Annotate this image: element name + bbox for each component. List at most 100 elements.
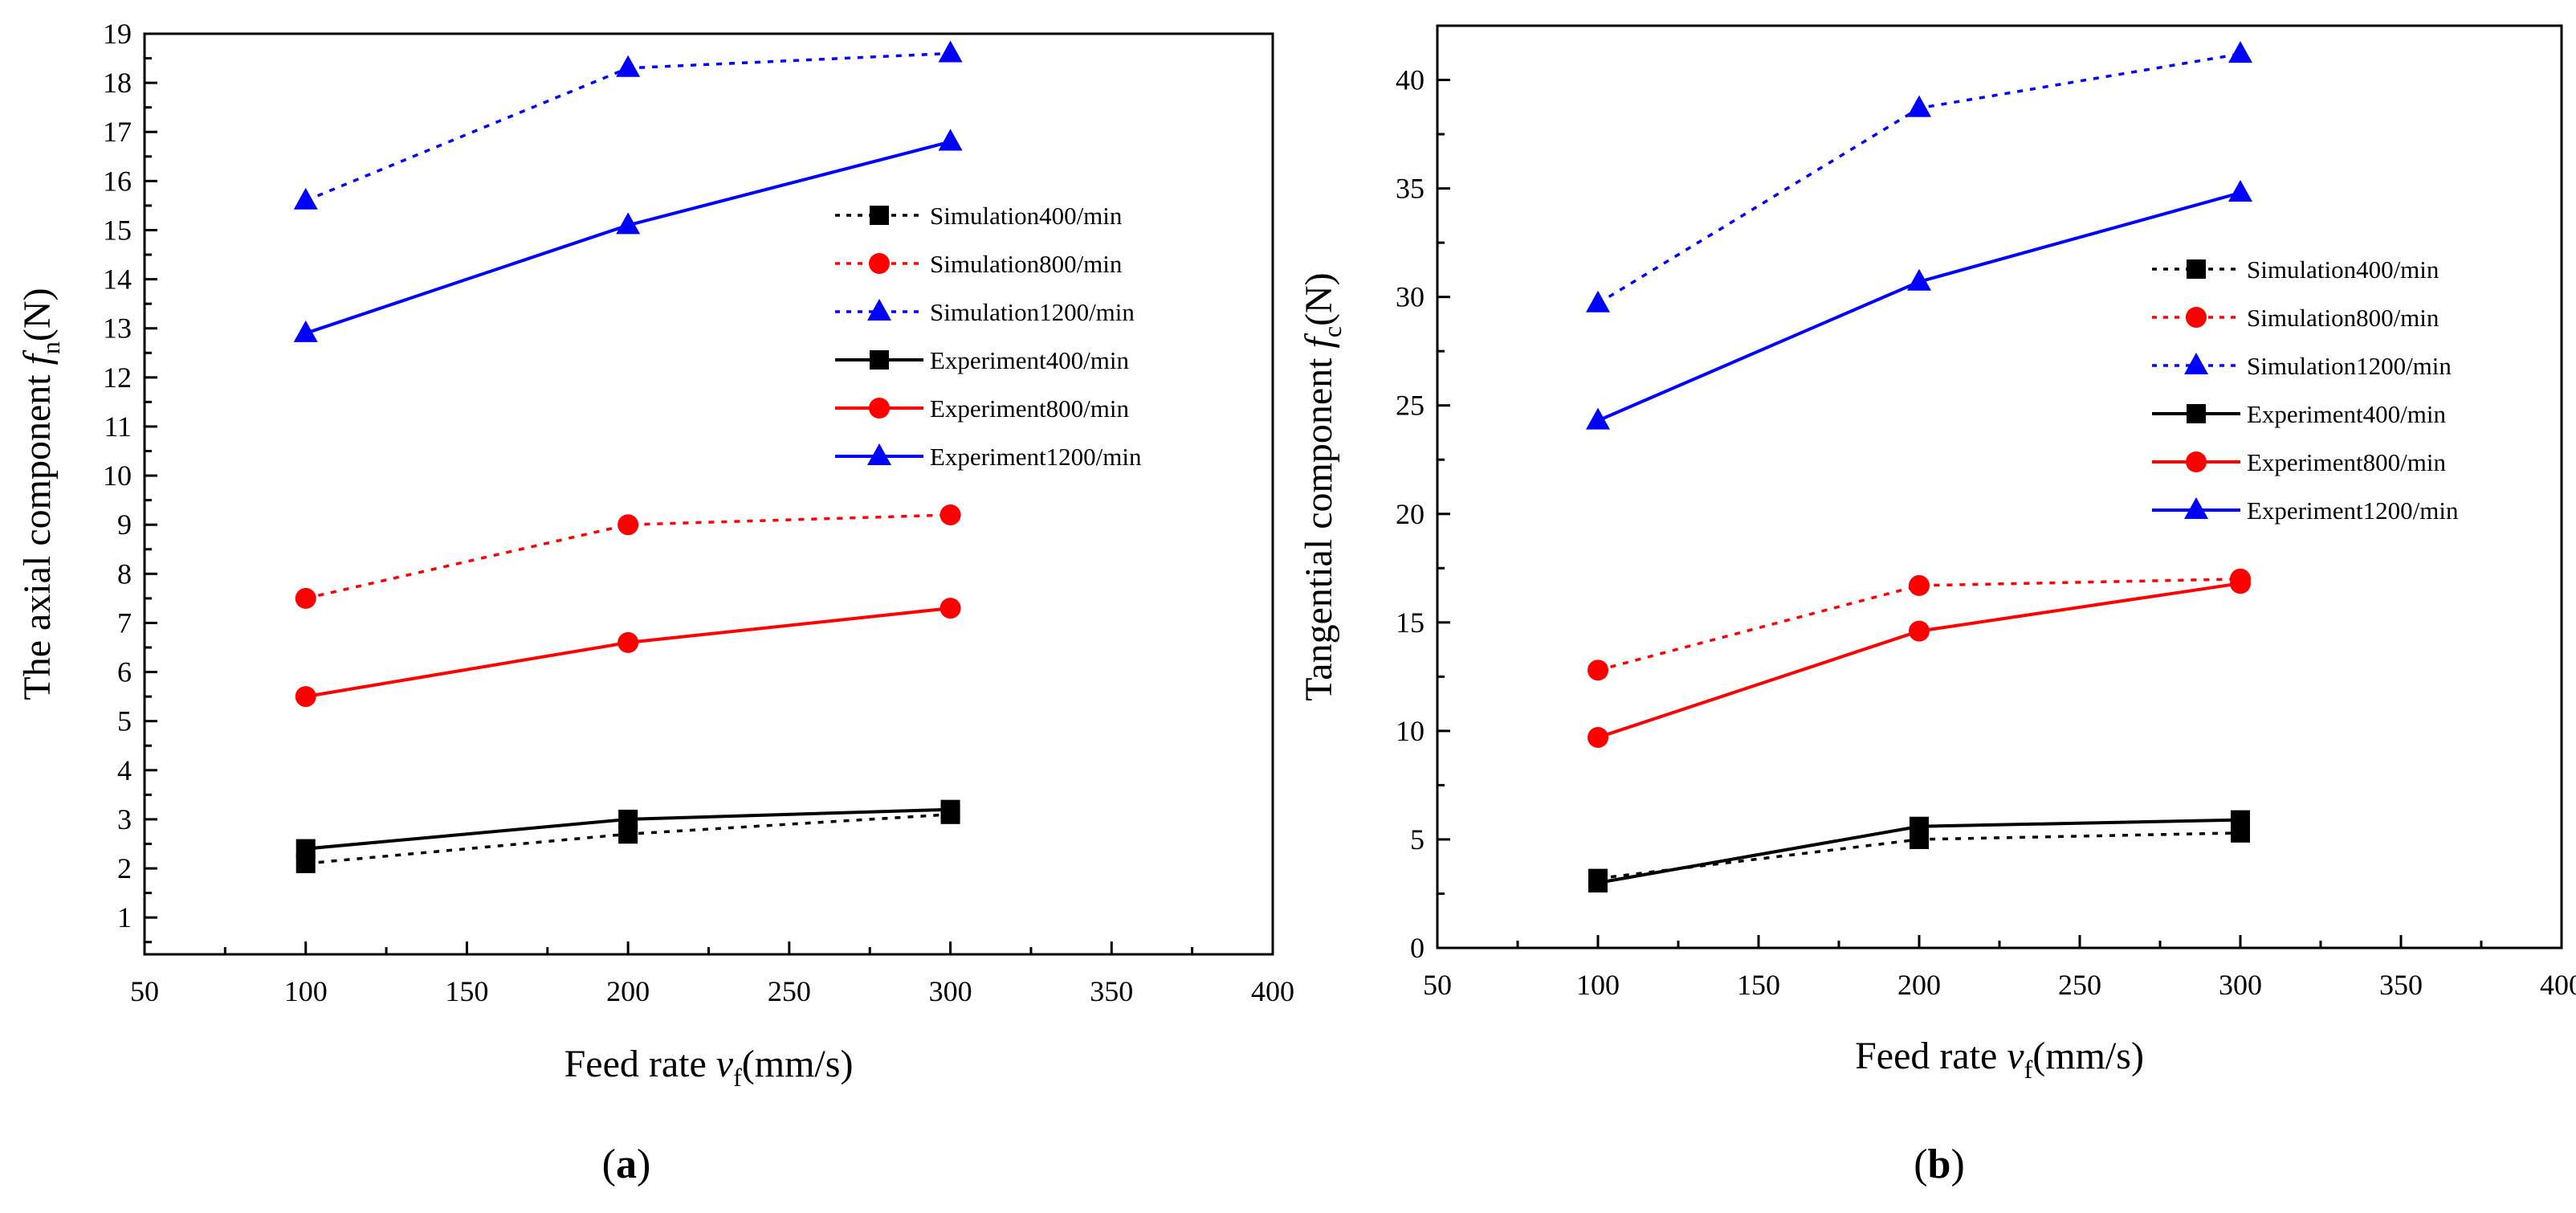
series-line bbox=[1597, 191, 2241, 423]
x-tick-label: 100 bbox=[284, 975, 328, 1007]
y-tick-label: 0 bbox=[1410, 932, 1425, 964]
y-axis-title: Tangential component fc(N) bbox=[1298, 272, 1347, 700]
y-tick-label: 2 bbox=[117, 852, 132, 884]
series-Simulation1200/min bbox=[293, 40, 963, 210]
x-axis-title: Feed rate vf(mm/s) bbox=[1855, 1035, 2144, 1084]
x-axis-title: Feed rate vf(mm/s) bbox=[565, 1043, 854, 1092]
legend-label: Experiment400/min bbox=[930, 346, 1129, 374]
legend-label: Simulation800/min bbox=[2247, 304, 2439, 332]
legend-marker bbox=[2186, 307, 2207, 328]
legend-label: Simulation400/min bbox=[930, 202, 1123, 230]
y-tick-label: 5 bbox=[117, 705, 132, 737]
panel-label-open-paren: ( bbox=[1914, 1142, 1927, 1187]
legend: Simulation400/min Simulation800/min Simula… bbox=[2152, 255, 2459, 525]
x-axis-title-suffix: (mm/s) bbox=[2032, 1035, 2144, 1077]
x-axis-title-sub: f bbox=[733, 1063, 742, 1092]
x-tick-label: 200 bbox=[1897, 969, 1941, 1001]
y-tick-label: 25 bbox=[1396, 390, 1425, 422]
x-tick-label: 300 bbox=[2219, 969, 2262, 1001]
legend-marker bbox=[869, 398, 890, 419]
panel-label-open-paren: ( bbox=[602, 1142, 616, 1187]
legend-marker bbox=[2186, 451, 2207, 472]
legend-marker bbox=[869, 253, 890, 274]
y-axis-title-suffix: (N) bbox=[16, 288, 59, 341]
data-point bbox=[293, 187, 318, 210]
y-tick-label: 40 bbox=[1396, 64, 1425, 96]
series-Experiment800/min bbox=[295, 598, 961, 708]
y-tick-label: 3 bbox=[117, 803, 132, 835]
series-line bbox=[305, 140, 952, 335]
panel-label-close-paren: ) bbox=[1950, 1142, 1964, 1187]
y-tick-label: 9 bbox=[117, 508, 132, 541]
data-point bbox=[1586, 290, 1610, 312]
series-Experiment400/min bbox=[1588, 810, 2250, 892]
legend-label: Simulation1200/min bbox=[2247, 352, 2452, 380]
legend-label: Simulation800/min bbox=[930, 250, 1123, 278]
y-tick-label: 14 bbox=[103, 263, 132, 296]
data-point bbox=[938, 129, 963, 151]
data-point bbox=[295, 686, 316, 708]
legend-label: Simulation400/min bbox=[2247, 255, 2439, 284]
data-point bbox=[618, 631, 639, 653]
legend-label: Experiment800/min bbox=[2247, 448, 2446, 476]
data-point bbox=[2230, 573, 2251, 594]
x-tick-label: 50 bbox=[130, 975, 159, 1007]
data-point bbox=[618, 514, 639, 536]
x-tick-label: 400 bbox=[1251, 975, 1294, 1007]
panel-label: (b) bbox=[1914, 1142, 1965, 1187]
y-tick-label: 30 bbox=[1396, 281, 1425, 313]
y-axis-title-suffix: (N) bbox=[1298, 272, 1340, 326]
panel-label-letter: b bbox=[1928, 1142, 1951, 1187]
x-axis-title-sub: f bbox=[2024, 1055, 2033, 1084]
x-axis-title-prefix: Feed rate bbox=[565, 1043, 716, 1085]
chart-panel-b: 50 100 150 200 250 300 350 400 0 5 10 15 20 25 30 35 40 F… bbox=[1298, 24, 2576, 1187]
y-tick-label: 10 bbox=[103, 459, 132, 492]
x-tick-label: 300 bbox=[929, 975, 972, 1007]
data-point bbox=[940, 598, 961, 619]
x-axis-title-prefix: Feed rate bbox=[1855, 1035, 2007, 1077]
legend-label: Experiment1200/min bbox=[2247, 496, 2459, 525]
y-tick-label: 10 bbox=[1396, 715, 1425, 747]
series-Experiment400/min bbox=[296, 799, 960, 859]
x-tick-label: 150 bbox=[445, 975, 488, 1007]
plot-frame bbox=[1436, 24, 2563, 950]
panel-label-close-paren: ) bbox=[637, 1142, 650, 1187]
data-point bbox=[1910, 816, 1929, 836]
data-point bbox=[1588, 872, 1608, 892]
x-axis-title-var: v bbox=[2007, 1035, 2024, 1077]
y-axis-title-sub: c bbox=[1318, 326, 1347, 337]
x-tick-label: 200 bbox=[606, 975, 650, 1007]
data-point bbox=[1588, 726, 1608, 748]
y-tick-label: 7 bbox=[117, 606, 132, 639]
data-point bbox=[1907, 268, 1931, 291]
y-axis-title-sub: n bbox=[36, 341, 65, 354]
data-point bbox=[940, 799, 960, 819]
data-point bbox=[616, 55, 641, 77]
data-point bbox=[938, 40, 963, 63]
y-tick-label: 1 bbox=[117, 901, 132, 933]
y-tick-label: 17 bbox=[103, 116, 132, 148]
y-tick-label: 5 bbox=[1410, 823, 1425, 856]
y-tick-label: 12 bbox=[103, 361, 132, 394]
chart-panel-a: 50 100 150 200 250 300 350 40012345678910111213… bbox=[16, 18, 1294, 1187]
y-tick-label: 16 bbox=[103, 165, 132, 197]
data-point bbox=[1586, 407, 1610, 430]
x-tick-label: 250 bbox=[768, 975, 811, 1007]
data-point bbox=[616, 212, 641, 235]
legend: Simulation400/min Simulation800/min Simula… bbox=[835, 202, 1142, 471]
y-axis-title-prefix: The axial component bbox=[16, 365, 59, 700]
data-point bbox=[2228, 179, 2252, 202]
data-point bbox=[940, 504, 961, 525]
y-axis-title-prefix: Tangential component bbox=[1298, 349, 1340, 701]
y-tick-label: 15 bbox=[103, 214, 132, 246]
x-tick-label: 350 bbox=[2379, 969, 2423, 1001]
series-Experiment1200/min bbox=[293, 129, 963, 342]
x-axis-title-suffix: (mm/s) bbox=[742, 1043, 854, 1085]
panel-label-letter: a bbox=[616, 1142, 637, 1187]
y-tick-label: 19 bbox=[103, 18, 132, 50]
series-Experiment800/min bbox=[1588, 573, 2251, 748]
data-point bbox=[2231, 810, 2250, 830]
data-point bbox=[293, 320, 318, 342]
data-point bbox=[1588, 660, 1608, 681]
data-point bbox=[1907, 95, 1931, 117]
